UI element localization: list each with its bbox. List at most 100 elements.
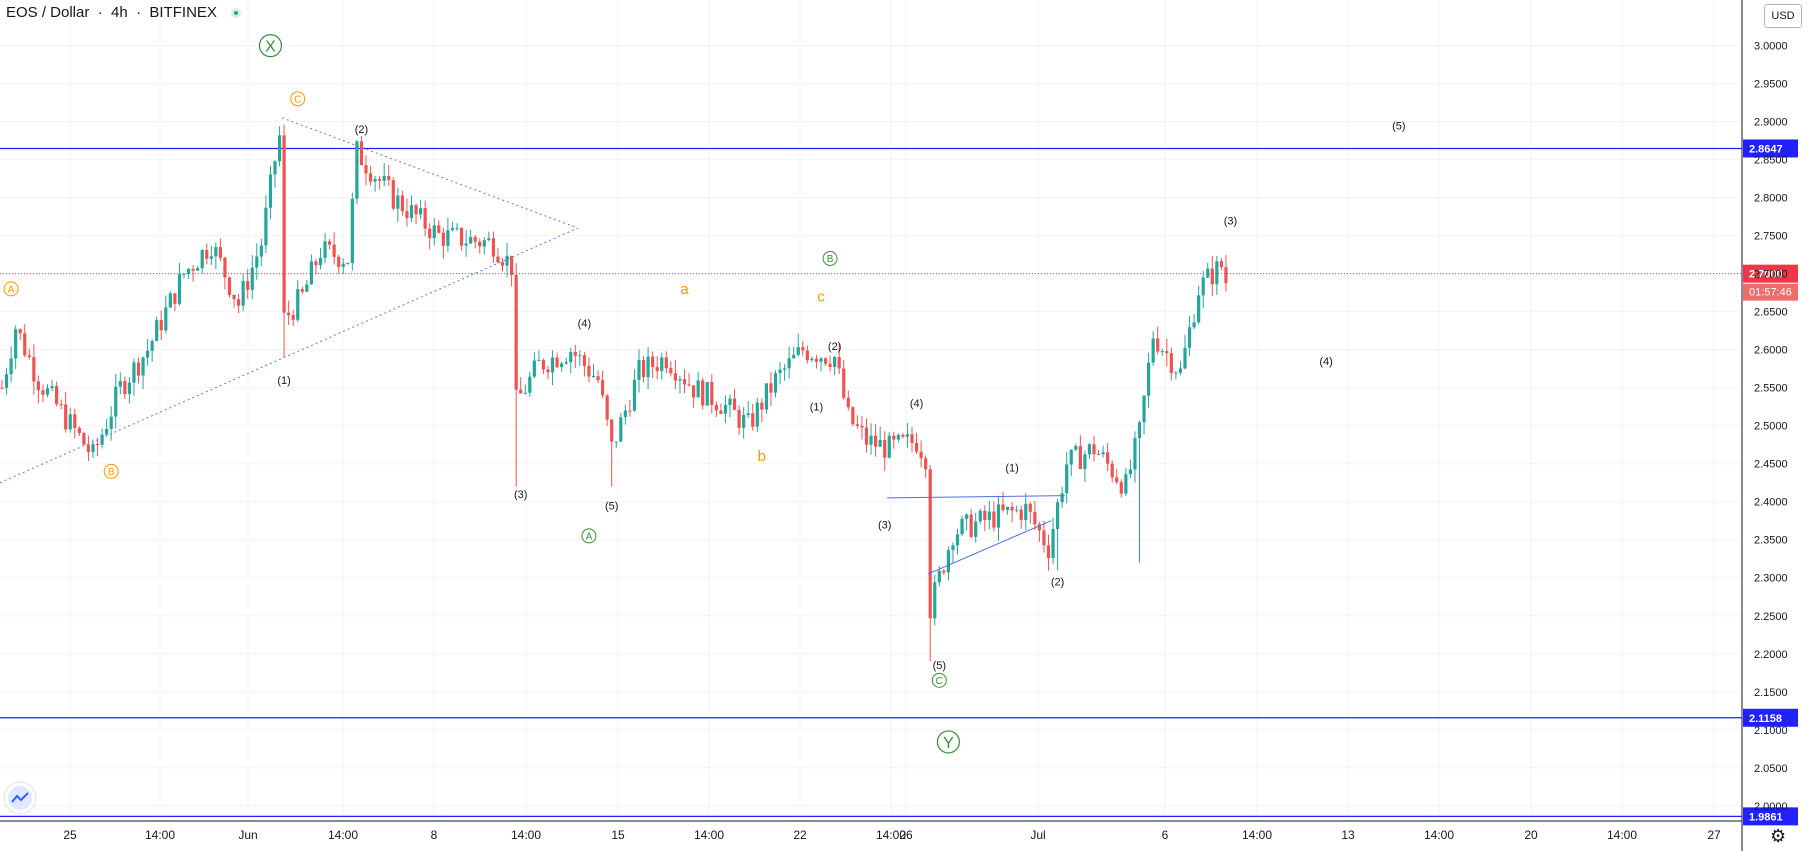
candle-body xyxy=(464,243,468,246)
candle-body xyxy=(309,261,313,285)
level-price-tag xyxy=(1743,139,1798,158)
candle-body xyxy=(974,521,978,537)
candle-body xyxy=(669,368,673,374)
candle-body xyxy=(555,357,559,368)
level-price-label: 2.1158 xyxy=(1749,713,1782,725)
candle-body xyxy=(514,274,518,390)
candle-body xyxy=(1083,454,1087,470)
wave-label: (1) xyxy=(277,375,290,387)
candle-body xyxy=(259,245,263,257)
candle-body xyxy=(1101,452,1105,455)
horizontal-levels: 2.8647 2.1158 1.9861 2.7000 01:57:46 xyxy=(0,139,1798,826)
time-tick-label: 14:00 xyxy=(1424,828,1454,842)
candle-body xyxy=(368,173,373,182)
candle-body xyxy=(1010,506,1014,511)
candle-body xyxy=(218,247,222,258)
candle-body xyxy=(405,211,409,219)
wave-label: b xyxy=(758,448,766,465)
candle-body xyxy=(596,376,600,381)
wave-label-circle xyxy=(258,34,283,58)
candle-body xyxy=(1128,469,1132,475)
price-tick-label: 2.4500 xyxy=(1754,459,1788,471)
candle-body xyxy=(714,405,718,411)
candle-body xyxy=(578,355,582,357)
candle-body xyxy=(182,273,186,275)
symbol-name[interactable]: EOS / Dollar xyxy=(6,4,90,21)
candle-body xyxy=(1219,261,1223,268)
trendline xyxy=(887,495,1065,499)
price-tick-label: 2.2500 xyxy=(1754,611,1788,623)
time-tick-label: 15 xyxy=(611,828,625,842)
candle-body xyxy=(1187,327,1192,348)
candle-body xyxy=(1069,449,1073,465)
candle-body xyxy=(359,141,364,166)
candle-body xyxy=(487,238,491,241)
candle-body xyxy=(387,175,391,181)
candle-body xyxy=(1019,509,1023,520)
candle-body xyxy=(564,362,568,364)
candle-body xyxy=(68,414,72,430)
candle-body xyxy=(814,358,819,362)
candle-body xyxy=(350,198,354,263)
price-tick-label: 2.6000 xyxy=(1754,345,1788,357)
wave-label: (2) xyxy=(1051,577,1064,589)
candle-body xyxy=(878,439,882,447)
candle-body xyxy=(255,256,259,268)
candle-body xyxy=(428,228,432,239)
candle-body xyxy=(55,386,59,405)
candle-body xyxy=(323,241,327,258)
settings-gear-icon[interactable]: ⚙ xyxy=(1770,826,1787,846)
candle-body xyxy=(805,350,809,361)
candle-body xyxy=(1169,353,1173,373)
candle-body xyxy=(742,415,746,428)
candle-body xyxy=(914,442,919,452)
candle-body xyxy=(146,350,150,358)
candle-body xyxy=(687,384,691,386)
candle-body xyxy=(9,358,13,375)
candle-body xyxy=(318,257,323,266)
candle-body xyxy=(1087,444,1092,455)
candle-body xyxy=(969,514,973,537)
candle-body xyxy=(942,570,946,573)
time-tick-label: Jun xyxy=(238,828,257,842)
candle-body xyxy=(1065,464,1069,494)
time-tick-label: 25 xyxy=(63,828,77,842)
candle-body xyxy=(332,244,336,257)
candle-body xyxy=(810,358,814,361)
price-tick-label: 2.5500 xyxy=(1754,383,1788,395)
candle-body xyxy=(1160,351,1164,353)
candle-body xyxy=(819,358,823,362)
candle-body xyxy=(637,360,641,380)
candle-body xyxy=(214,247,218,257)
interval-label[interactable]: 4h xyxy=(111,4,128,21)
candle-body xyxy=(1015,509,1019,511)
currency-button[interactable]: USD xyxy=(1764,4,1802,28)
candle-body xyxy=(751,413,755,427)
candle-body xyxy=(491,238,495,257)
wave-label: (1) xyxy=(1005,463,1018,475)
candle-body xyxy=(937,570,941,583)
candle-body xyxy=(177,274,182,304)
candle-body xyxy=(773,373,778,393)
candle-body xyxy=(105,428,109,435)
candle-body xyxy=(646,356,650,378)
price-tick-label: 2.7500 xyxy=(1754,231,1788,243)
candle-body xyxy=(705,382,709,406)
candle-body xyxy=(1024,503,1028,520)
market-status-icon xyxy=(231,8,242,18)
candle-body xyxy=(778,369,782,374)
candle-body xyxy=(946,550,950,573)
time-tick-label: 20 xyxy=(1524,828,1538,842)
candle-body xyxy=(1215,261,1219,285)
candle-body xyxy=(446,230,450,246)
candle-body xyxy=(150,341,154,351)
candle-body xyxy=(682,379,687,385)
candle-body xyxy=(1206,268,1210,278)
time-tick-label: 13 xyxy=(1341,828,1355,842)
candle-body xyxy=(732,398,737,410)
candle-body xyxy=(641,360,646,378)
tradingview-logo-icon[interactable] xyxy=(5,783,35,813)
candle-body xyxy=(701,380,705,406)
candle-body xyxy=(95,444,100,446)
